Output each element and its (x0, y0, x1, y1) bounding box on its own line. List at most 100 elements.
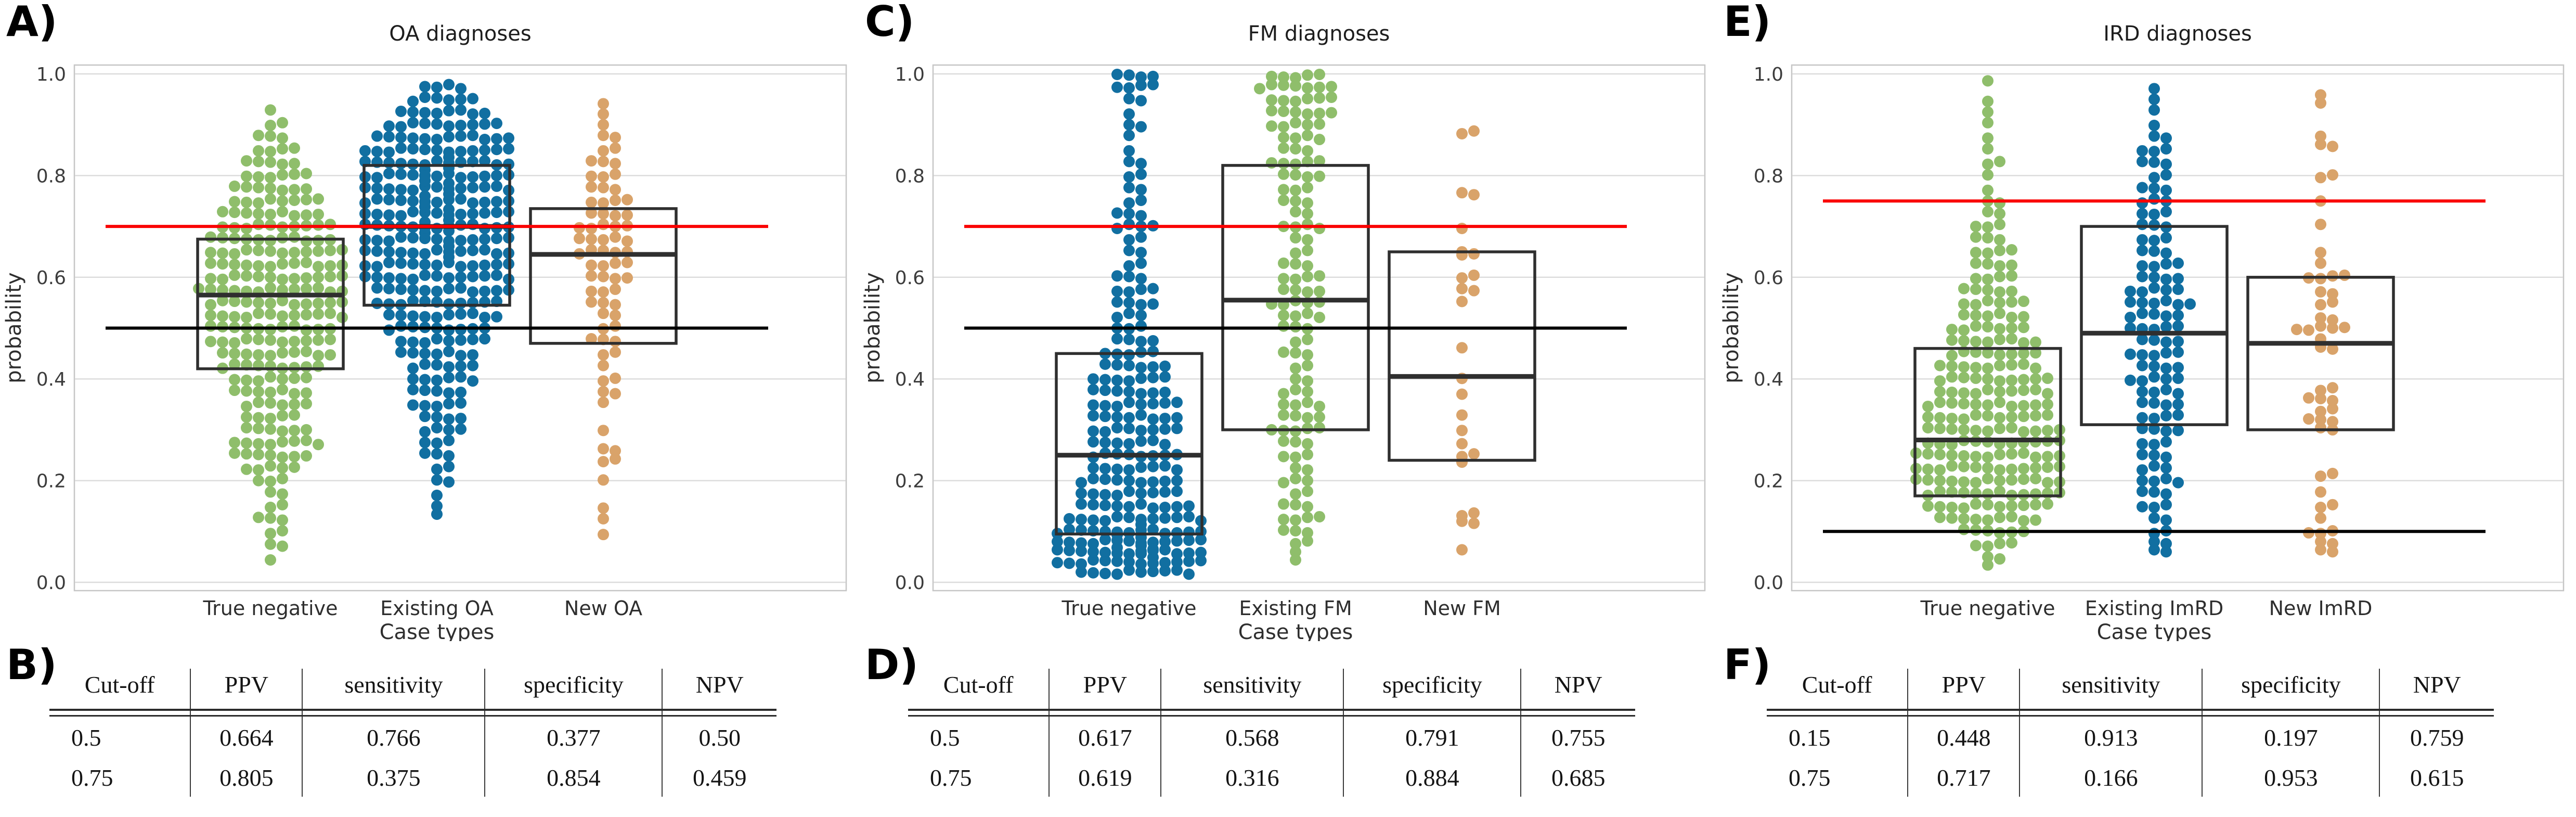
y-tick-label: 0.6 (895, 267, 925, 289)
table-row: 0.5 0.664 0.766 0.377 0.50 (49, 716, 776, 757)
y-tick-label: 0.2 (895, 471, 925, 492)
x-category-label: New ImRD (2269, 597, 2373, 620)
y-axis-label: probability (861, 272, 885, 383)
x-category-label: True negative (1920, 597, 2055, 620)
table-cell: 0.913 (2019, 716, 2203, 757)
column-header: Cut-off (1767, 669, 1908, 711)
table-cell: 0.766 (302, 716, 485, 757)
y-tick-label: 0.0 (1754, 572, 1783, 594)
panel-letter-c: C) (865, 0, 915, 46)
table-cell: 0.75 (71, 764, 113, 791)
y-tick-label: 0.4 (1754, 369, 1783, 390)
y-tick-label: 0.2 (36, 471, 66, 492)
chart-a: OA diagnoses 0.0 0.2 0.4 0.6 0.8 1.0 probabilit… (2, 22, 847, 641)
swarm-existing-imrd (2125, 83, 2196, 558)
table-letter-f: F) (1724, 641, 1771, 689)
double-rule-gap (662, 710, 776, 717)
table-cell: 0.459 (662, 757, 776, 797)
table-cell: 0.5 (930, 724, 960, 751)
table-cell: 0.166 (2019, 757, 2203, 797)
double-rule-gap (1160, 710, 1344, 717)
y-tick-label: 0.6 (1754, 267, 1783, 289)
metrics-table-f: Cut-off PPV sensitivity specificity NPV 0.15 0… (1767, 669, 2494, 797)
table-letter-b: B) (6, 641, 57, 689)
table-cell: 0.75 (930, 764, 972, 791)
y-tick-label: 0.6 (36, 267, 66, 289)
column-header: Cut-off (49, 669, 191, 711)
y-tick-label: 0.8 (36, 165, 66, 187)
table-cell: 0.377 (484, 716, 663, 757)
chart-e: IRD diagnoses 0.0 0.2 0.4 0.6 0.8 1.0 probabili… (1719, 22, 2565, 641)
double-rule-gap (1343, 710, 1521, 717)
y-tick-label: 1.0 (895, 64, 925, 85)
table-cell: 0.717 (1907, 757, 2020, 797)
boxplot-new-imrd (2246, 276, 2395, 431)
swarm-existing-fm (1254, 68, 1337, 566)
y-tick-label: 1.0 (36, 64, 66, 85)
boxplot-true-negative (1055, 352, 1203, 535)
double-rule-gap (2379, 710, 2494, 717)
chart-title: OA diagnoses (389, 22, 531, 46)
metrics-table-wrap: Cut-off PPV sensitivity specificity NPV 0.5 0.… (908, 669, 1636, 797)
table-cell: 0.664 (190, 716, 303, 757)
chart-title: IRD diagnoses (2103, 22, 2252, 46)
panel-letter-a: A) (6, 0, 58, 46)
double-rule-gap (2202, 710, 2380, 717)
double-rule-gap (1520, 710, 1635, 717)
x-axis-label: Case types (2097, 620, 2212, 641)
y-tick-label: 0.8 (895, 165, 925, 187)
metrics-table-wrap: Cut-off PPV sensitivity specificity NPV 0.5 0.… (49, 669, 778, 797)
double-rule-gap (908, 710, 1050, 717)
table-row: 0.15 0.448 0.913 0.197 0.759 (1767, 716, 2494, 757)
y-tick-label: 1.0 (1754, 64, 1783, 85)
figure-column-a: OA diagnoses 0.0 0.2 0.4 0.6 0.8 1.0 probabilit… (0, 0, 859, 817)
metrics-table-d: Cut-off PPV sensitivity specificity NPV 0.5 0.… (908, 669, 1635, 797)
x-category-label: New OA (564, 597, 642, 620)
table-cell: 0.759 (2379, 716, 2494, 757)
boxplot-new-fm (1388, 250, 1536, 462)
column-header: specificity (1343, 669, 1521, 711)
column-header: NPV (2379, 669, 2494, 711)
chart-title: FM diagnoses (1248, 22, 1390, 46)
table-cell: 0.448 (1907, 716, 2020, 757)
y-tick-label: 0.2 (1754, 471, 1783, 492)
boxplot-new-oa (529, 207, 678, 345)
column-header: sensitivity (2019, 669, 2203, 711)
x-category-label: New FM (1423, 597, 1501, 620)
table-cell: 0.854 (484, 757, 663, 797)
table-cell: 0.617 (1048, 716, 1161, 757)
column-header: PPV (1048, 669, 1161, 711)
double-rule-gap (190, 710, 303, 717)
y-tick-label: 0.0 (36, 572, 66, 594)
double-rule-gap (484, 710, 663, 717)
table-cell: 0.953 (2202, 757, 2380, 797)
table-cell: 0.884 (1343, 757, 1521, 797)
column-header: specificity (484, 669, 663, 711)
column-header: sensitivity (1160, 669, 1344, 711)
swarm-true-negative (1910, 75, 2065, 571)
table-row: 0.75 0.619 0.316 0.884 0.685 (908, 757, 1635, 797)
y-tick-label: 0.0 (895, 572, 925, 594)
x-category-label: Existing OA (380, 597, 494, 620)
y-tick-label: 0.4 (895, 369, 925, 390)
double-rule-gap (1767, 710, 1908, 717)
chart-c: FM diagnoses 0.0 0.2 0.4 0.6 0.8 1.0 probabilit… (861, 22, 1706, 641)
column-header: NPV (1520, 669, 1635, 711)
table-cell: 0.50 (662, 716, 776, 757)
double-rule-gap (1907, 710, 2020, 717)
table-cell: 0.15 (1789, 724, 1831, 751)
table-cell: 0.685 (1520, 757, 1635, 797)
column-header: specificity (2202, 669, 2380, 711)
table-cell: 0.619 (1048, 757, 1161, 797)
double-rule-gap (1048, 710, 1161, 717)
boxplot-existing-imrd (2080, 225, 2229, 426)
table-cell: 0.375 (302, 757, 485, 797)
y-tick-label: 0.4 (36, 369, 66, 390)
figure-column-c: FM diagnoses 0.0 0.2 0.4 0.6 0.8 1.0 probabilit… (859, 0, 1717, 817)
boxplot-true-negative (196, 237, 345, 371)
column-header: Cut-off (908, 669, 1050, 711)
column-header: NPV (662, 669, 776, 711)
y-axis-label: probability (1719, 272, 1743, 383)
metrics-table-b: Cut-off PPV sensitivity specificity NPV 0.5 0.… (49, 669, 776, 797)
